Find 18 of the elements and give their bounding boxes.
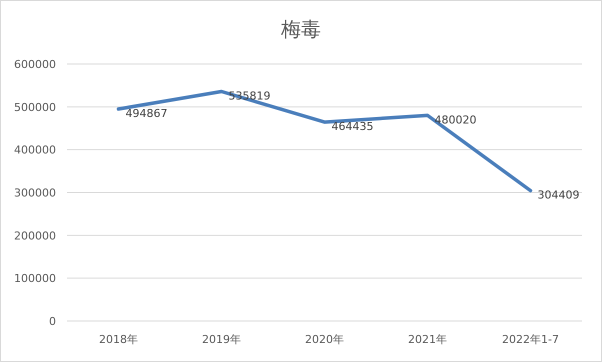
x-tick-label: 2021年 xyxy=(408,333,447,346)
x-tick-label: 2018年 xyxy=(99,333,138,346)
y-tick-label: 100000 xyxy=(14,272,56,286)
chart-title: 梅毒 xyxy=(280,17,321,41)
line-series xyxy=(116,90,532,192)
y-tick-label: 500000 xyxy=(14,100,56,114)
data-label: 480020 xyxy=(434,113,476,126)
x-tick-label: 2020年 xyxy=(305,333,344,346)
x-tick-label: 2019年 xyxy=(202,333,241,346)
x-tick-label: 2022年1-7 xyxy=(502,333,559,346)
y-tick-label: 300000 xyxy=(14,186,56,200)
y-tick-label: 400000 xyxy=(14,144,56,157)
y-tick-label: 0 xyxy=(49,315,56,328)
data-label: 464435 xyxy=(332,120,374,134)
y-tick-label: 600000 xyxy=(14,58,56,71)
data-label: 304409 xyxy=(538,188,580,202)
y-tick-label: 200000 xyxy=(14,229,56,242)
data-label: 494867 xyxy=(126,107,168,120)
